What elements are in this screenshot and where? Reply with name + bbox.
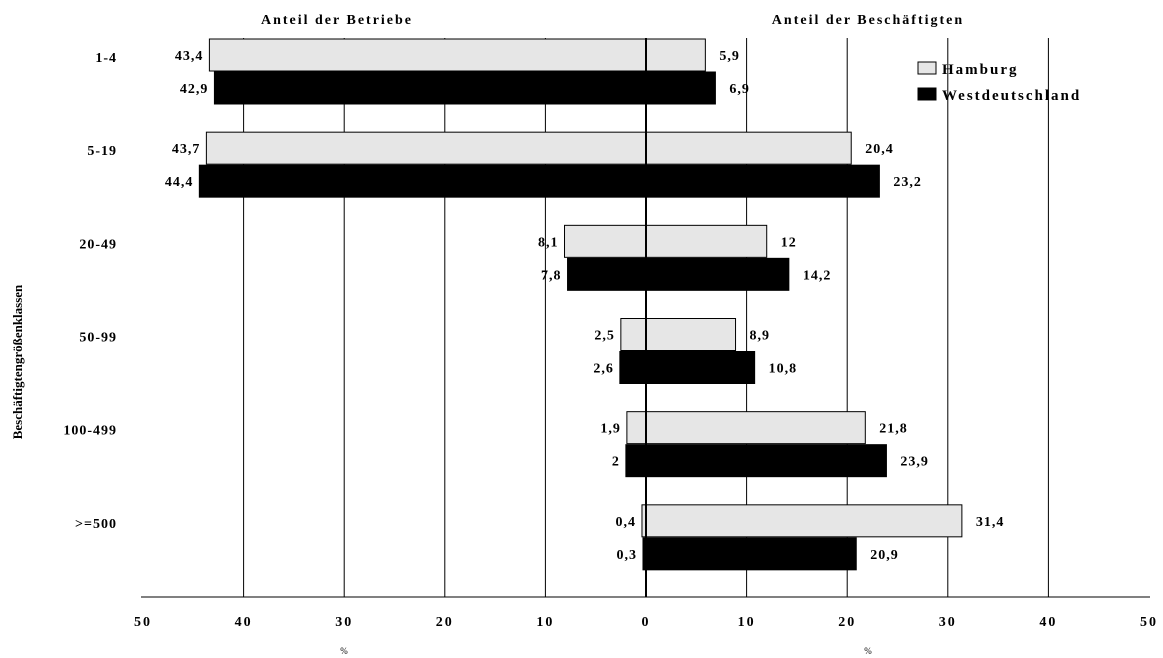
- value-label-right: 12: [781, 235, 797, 250]
- x-unit-right: %: [864, 646, 872, 656]
- bar-right-hamburg: [645, 504, 963, 538]
- bar-right-westdeutschland: [645, 257, 790, 291]
- label-layer: 1-4 43,4 5,942,9 6,95-19 43,7 20,444,4 23,220-…: [63, 49, 1005, 563]
- value-label-right: 10,8: [769, 362, 798, 377]
- legend-swatch-westdeutschland: [917, 87, 937, 101]
- bar-layer: [198, 38, 963, 571]
- bar-right-westdeutschland: [645, 351, 756, 384]
- x-tick-label-left: 50: [134, 615, 152, 630]
- value-label-left: 8,1: [538, 235, 559, 250]
- bar-left-hamburg: [626, 411, 647, 445]
- bar-right-westdeutschland: [645, 444, 887, 478]
- legend-label-westdeutschland: Westdeutschland: [942, 88, 1081, 104]
- category-label: 100-499: [63, 424, 117, 439]
- bar-right-hamburg: [645, 131, 852, 165]
- value-label-left: 0,4: [615, 515, 636, 530]
- value-label-left: 1,9: [600, 422, 621, 437]
- x-tick-label-right: 40: [1039, 615, 1057, 630]
- legend-swatch-hamburg: [917, 61, 937, 75]
- bar-left-hamburg: [208, 38, 647, 72]
- x-tick-label-left: 0: [642, 615, 651, 630]
- grid-layer: [243, 38, 1049, 597]
- x-tick-label-right: 30: [939, 615, 957, 630]
- value-label-left: 43,7: [172, 142, 201, 157]
- legend-label-hamburg: Hamburg: [942, 62, 1019, 78]
- left-header: Anteil der Betriebe: [261, 13, 413, 28]
- x-tick-label-right: 20: [838, 615, 856, 630]
- value-label-right: 31,4: [976, 515, 1005, 530]
- value-label-right: 23,2: [893, 175, 922, 190]
- value-label-right: 20,4: [865, 142, 894, 157]
- category-label: 50-99: [79, 331, 117, 346]
- bar-left-hamburg: [564, 224, 647, 258]
- bar-left-westdeutschland: [198, 164, 647, 198]
- bar-right-hamburg: [645, 38, 706, 72]
- x-unit-left: %: [340, 646, 348, 656]
- x-tick-label-left: 10: [536, 615, 554, 630]
- y-axis-label: Beschäftigtengrößenklassen: [10, 284, 25, 439]
- value-label-left: 2,5: [594, 329, 615, 344]
- bar-right-hamburg: [645, 318, 737, 351]
- value-label-left: 7,8: [541, 268, 562, 283]
- category-label: 1-4: [95, 51, 117, 66]
- bar-left-westdeutschland: [213, 71, 647, 105]
- value-label-left: 44,4: [165, 175, 194, 190]
- legend: Hamburg Westdeutschland: [917, 61, 1081, 104]
- x-tick-label-left: 20: [436, 615, 454, 630]
- bar-right-westdeutschland: [645, 164, 880, 198]
- category-label: >=500: [75, 517, 117, 532]
- bar-left-westdeutschland: [625, 444, 647, 478]
- right-header: Anteil der Beschäftigten: [772, 13, 964, 28]
- value-label-right: 5,9: [719, 49, 740, 64]
- category-label: 20-49: [79, 237, 117, 252]
- bar-right-westdeutschland: [645, 71, 716, 105]
- axis-layer: 50 40 30 20 10 0 10 20 30 40 50: [134, 38, 1158, 630]
- value-label-right: 8,9: [750, 329, 771, 344]
- bar-right-hamburg: [645, 224, 768, 258]
- bar-left-westdeutschland: [567, 257, 647, 291]
- value-label-right: 21,8: [879, 422, 908, 437]
- bar-left-hamburg: [620, 318, 647, 351]
- bar-left-hamburg: [205, 131, 647, 165]
- value-label-right: 14,2: [803, 268, 832, 283]
- x-tick-label-right: 50: [1140, 615, 1158, 630]
- value-label-left: 2: [612, 455, 620, 470]
- value-label-left: 43,4: [175, 49, 204, 64]
- x-tick-label-right: 10: [738, 615, 756, 630]
- value-label-right: 20,9: [870, 548, 899, 563]
- value-label-left: 0,3: [616, 548, 637, 563]
- value-label-left: 2,6: [593, 362, 614, 377]
- category-label: 5-19: [87, 144, 117, 159]
- x-tick-label-left: 40: [235, 615, 253, 630]
- bar-left-westdeutschland: [619, 351, 647, 384]
- bar-right-westdeutschland: [645, 537, 857, 571]
- bar-right-hamburg: [645, 411, 866, 445]
- value-label-left: 42,9: [180, 82, 209, 97]
- x-tick-label-left: 30: [335, 615, 353, 630]
- value-label-right: 23,9: [900, 455, 929, 470]
- value-label-right: 6,9: [729, 82, 750, 97]
